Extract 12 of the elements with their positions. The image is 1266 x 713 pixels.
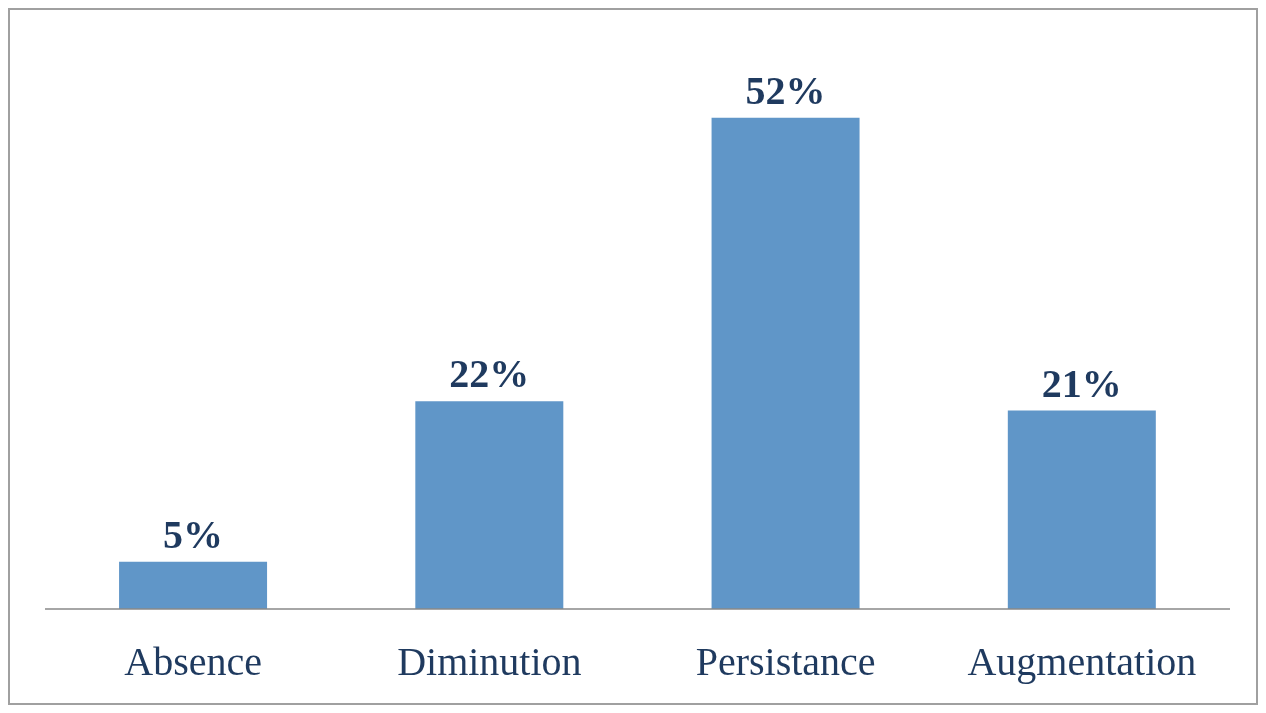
data-label: 21% bbox=[1041, 360, 1122, 406]
x-tick-label: Augmentation bbox=[967, 639, 1197, 685]
bar bbox=[119, 561, 268, 609]
data-label: 22% bbox=[449, 351, 530, 397]
data-label: 5% bbox=[163, 511, 224, 557]
x-tick-label: Absence bbox=[124, 639, 262, 685]
data-label: 52% bbox=[745, 67, 826, 113]
x-tick-label: Diminution bbox=[397, 639, 582, 685]
bar bbox=[1007, 410, 1156, 609]
bar bbox=[415, 401, 564, 609]
x-tick-label: Persistance bbox=[695, 639, 876, 685]
bar bbox=[711, 117, 860, 609]
